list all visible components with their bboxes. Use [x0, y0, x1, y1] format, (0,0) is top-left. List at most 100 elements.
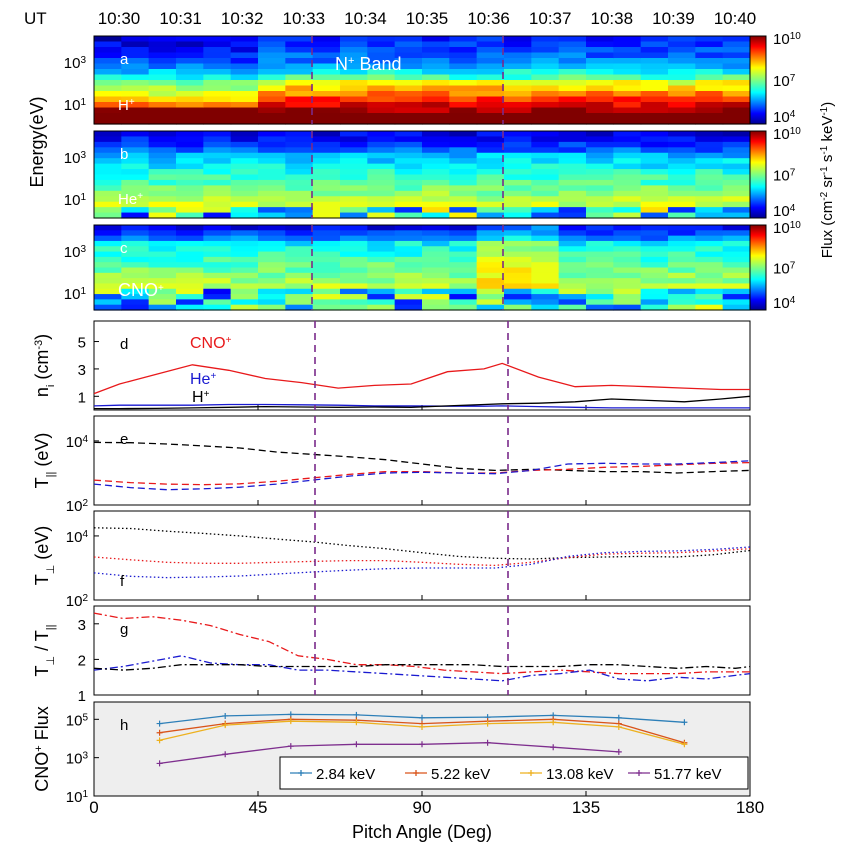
spectrogram-cell — [640, 107, 669, 114]
spectrogram-cell — [422, 118, 450, 125]
spectrogram-cell — [230, 304, 259, 311]
series-marker — [419, 741, 425, 748]
spectrogram-cell — [394, 80, 423, 87]
spectrogram-cell — [367, 174, 396, 181]
spectrogram-cell — [258, 163, 286, 170]
spectrogram-cell — [285, 190, 314, 197]
spectrogram-cell — [422, 152, 450, 159]
spectrogram-cell — [340, 256, 368, 263]
spectrogram-cell — [449, 190, 478, 197]
spectrogram-cell — [613, 152, 642, 159]
spectrogram-cell — [558, 246, 587, 253]
ytick-c-lo: 101 — [64, 286, 87, 304]
series-label-sup: + — [204, 389, 210, 400]
ytick-h-2-base: 10 — [66, 789, 83, 806]
spectrogram-cell — [449, 256, 478, 263]
spectrogram-cell — [504, 169, 532, 176]
spectrogram-cell — [394, 251, 423, 258]
spectrogram-cell — [449, 262, 478, 269]
spectrogram-cell — [312, 36, 341, 43]
spectrogram-cell — [176, 196, 204, 203]
spectrogram-cell — [722, 235, 751, 242]
spectrogram-cell — [504, 251, 532, 258]
spectrogram-cell — [531, 235, 560, 242]
spectrogram-cell — [148, 69, 177, 76]
spectrogram-cell — [531, 47, 560, 54]
spectrogram-cell — [367, 240, 396, 247]
spectrogram-cell — [312, 212, 341, 219]
spectrogram-cell — [422, 225, 450, 231]
spectrogram-cell — [203, 185, 232, 192]
spectrogram-cell — [312, 251, 341, 258]
series-line-f-1 — [93, 548, 751, 567]
spectrogram-cell — [531, 240, 560, 247]
spectrogram-cell — [148, 163, 177, 170]
spectrogram-cell — [668, 85, 696, 92]
spectrogram-cell — [668, 201, 696, 208]
spectrogram-cell — [558, 207, 587, 214]
spectrogram-cell — [422, 235, 450, 242]
spectrogram-cell — [176, 235, 204, 242]
spectrogram-cell — [94, 267, 122, 274]
ytick-h-1-exp: 3 — [82, 750, 88, 761]
spectrogram-cell — [668, 147, 696, 154]
legend-swatch-marker — [528, 770, 534, 776]
species-charge: + — [158, 283, 164, 294]
ytick-h-2: 101 — [66, 789, 89, 807]
spectrogram-cell — [476, 196, 505, 203]
series-marker — [484, 720, 491, 727]
spectrogram-cell — [367, 230, 396, 237]
spectrogram-cell — [258, 235, 286, 242]
series-marker — [353, 719, 360, 726]
spectrogram-cell — [394, 102, 423, 109]
spectrogram-cell — [531, 230, 560, 237]
spectrogram-cell — [449, 118, 478, 125]
spectrogram-cell — [94, 113, 122, 120]
spectrogram-cell — [422, 294, 450, 300]
spectrogram-cell — [367, 131, 396, 138]
spectrogram-cell — [722, 196, 751, 203]
spectrogram-cell — [449, 201, 478, 208]
spectrogram-cell — [586, 52, 614, 59]
panel-label-g: g — [120, 621, 128, 638]
spectrogram-cell — [312, 256, 341, 263]
spectrogram-cell — [668, 174, 696, 181]
spectrogram-cell — [695, 47, 724, 54]
spectrogram-cell — [613, 225, 642, 231]
spectrogram-cell — [422, 212, 450, 219]
species-name: H — [118, 97, 129, 114]
spectrogram-cell — [558, 58, 587, 65]
spectrogram-cell — [586, 278, 614, 285]
spectrogram-cell — [94, 174, 122, 181]
spectrogram-cell — [422, 299, 450, 306]
spectrogram-cell — [640, 96, 669, 103]
spectrogram-cell — [312, 47, 341, 54]
spectrogram-cell — [312, 63, 341, 70]
ylabel-main: T — [32, 477, 52, 488]
spectrogram-cell — [394, 235, 423, 242]
spectrogram-cell — [176, 58, 204, 65]
spectrogram-cell — [148, 230, 177, 237]
spectrogram-cell — [258, 304, 286, 311]
ytick-h-2-exp: 1 — [82, 789, 88, 800]
spectrogram-cell — [148, 235, 177, 242]
spectrogram-cell — [148, 201, 177, 208]
spectrogram-cell — [394, 272, 423, 279]
spectrogram-cell — [668, 225, 696, 231]
spectrogram-cell — [203, 102, 232, 109]
spectrogram-cell — [695, 163, 724, 170]
ytick-f-1-base: 10 — [66, 593, 83, 610]
spectrogram-cell — [176, 185, 204, 192]
ylabel-sub: i — [45, 385, 57, 387]
spectrogram-cell — [613, 230, 642, 237]
spectrogram-cell — [230, 85, 259, 92]
spectrogram-cell — [640, 283, 669, 290]
spectrogram-cell — [176, 107, 204, 114]
spectrogram-cell — [586, 230, 614, 237]
spectrogram-cell — [121, 118, 150, 125]
spectrogram-cell — [340, 152, 368, 159]
spectrogram-cell — [504, 152, 532, 159]
spectrogram-cell — [504, 185, 532, 192]
spectrogram-cell — [203, 74, 232, 81]
